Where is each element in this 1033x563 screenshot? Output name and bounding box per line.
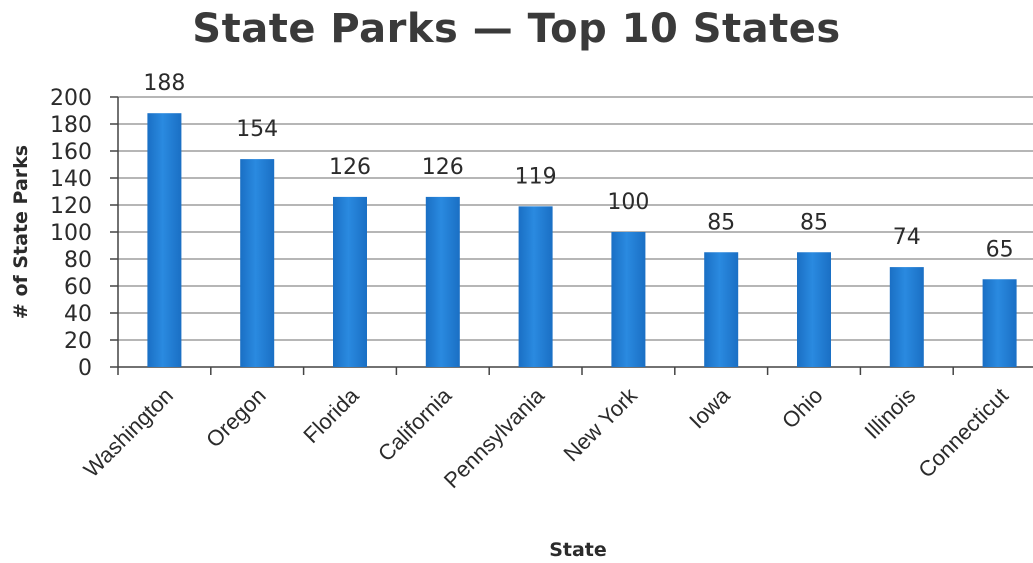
bar-iowa: [704, 252, 739, 367]
data-label: 85: [800, 210, 828, 235]
y-tick-label: 80: [64, 248, 92, 273]
data-label: 154: [236, 117, 278, 142]
bar-oregon: [240, 159, 275, 367]
data-label: 188: [143, 71, 185, 96]
x-tick-label: Connecticut: [913, 383, 1013, 483]
y-tick-label: 140: [50, 167, 92, 192]
y-axis-title: # of State Parks: [10, 145, 32, 319]
y-tick-label: 0: [78, 356, 92, 381]
y-tick-label: 60: [64, 275, 92, 300]
bar-illinois: [889, 267, 924, 367]
y-tick-label: 120: [50, 194, 92, 219]
bar-new-york: [611, 232, 646, 367]
x-tick-label: Washington: [79, 383, 178, 482]
bar-california: [425, 196, 460, 367]
y-tick-label: 40: [64, 302, 92, 327]
x-tick-label: Illinois: [859, 383, 920, 444]
bar-connecticut: [982, 279, 1017, 367]
data-label: 65: [986, 237, 1014, 262]
y-tick-label: 20: [64, 329, 92, 354]
data-label: 126: [329, 155, 371, 180]
x-tick-label: Ohio: [777, 383, 828, 434]
bar-washington: [147, 113, 182, 367]
data-label: 74: [893, 225, 921, 250]
x-tick-label: Oregon: [201, 383, 271, 453]
chart-title: State Parks — Top 10 States: [192, 6, 841, 52]
data-label: 100: [607, 190, 649, 215]
y-tick-label: 180: [50, 113, 92, 138]
bar-ohio: [797, 252, 831, 367]
x-tick-label: Iowa: [684, 382, 735, 433]
y-tick-label: 100: [50, 221, 92, 246]
data-label: 126: [422, 155, 464, 180]
data-label: 85: [707, 210, 735, 235]
data-label: 119: [515, 164, 557, 189]
bar-florida: [333, 196, 367, 367]
x-axis-title: State: [549, 539, 607, 561]
x-tick-label: California: [373, 382, 457, 466]
bar-pennsylvania: [518, 206, 553, 367]
bars: [147, 113, 1017, 367]
x-tick-label: Florida: [298, 382, 364, 448]
x-tick-label: New York: [559, 382, 643, 466]
y-tick-label: 200: [50, 86, 92, 111]
y-tick-label: 160: [50, 140, 92, 165]
x-tick-label: Pennsylvania: [439, 382, 550, 493]
